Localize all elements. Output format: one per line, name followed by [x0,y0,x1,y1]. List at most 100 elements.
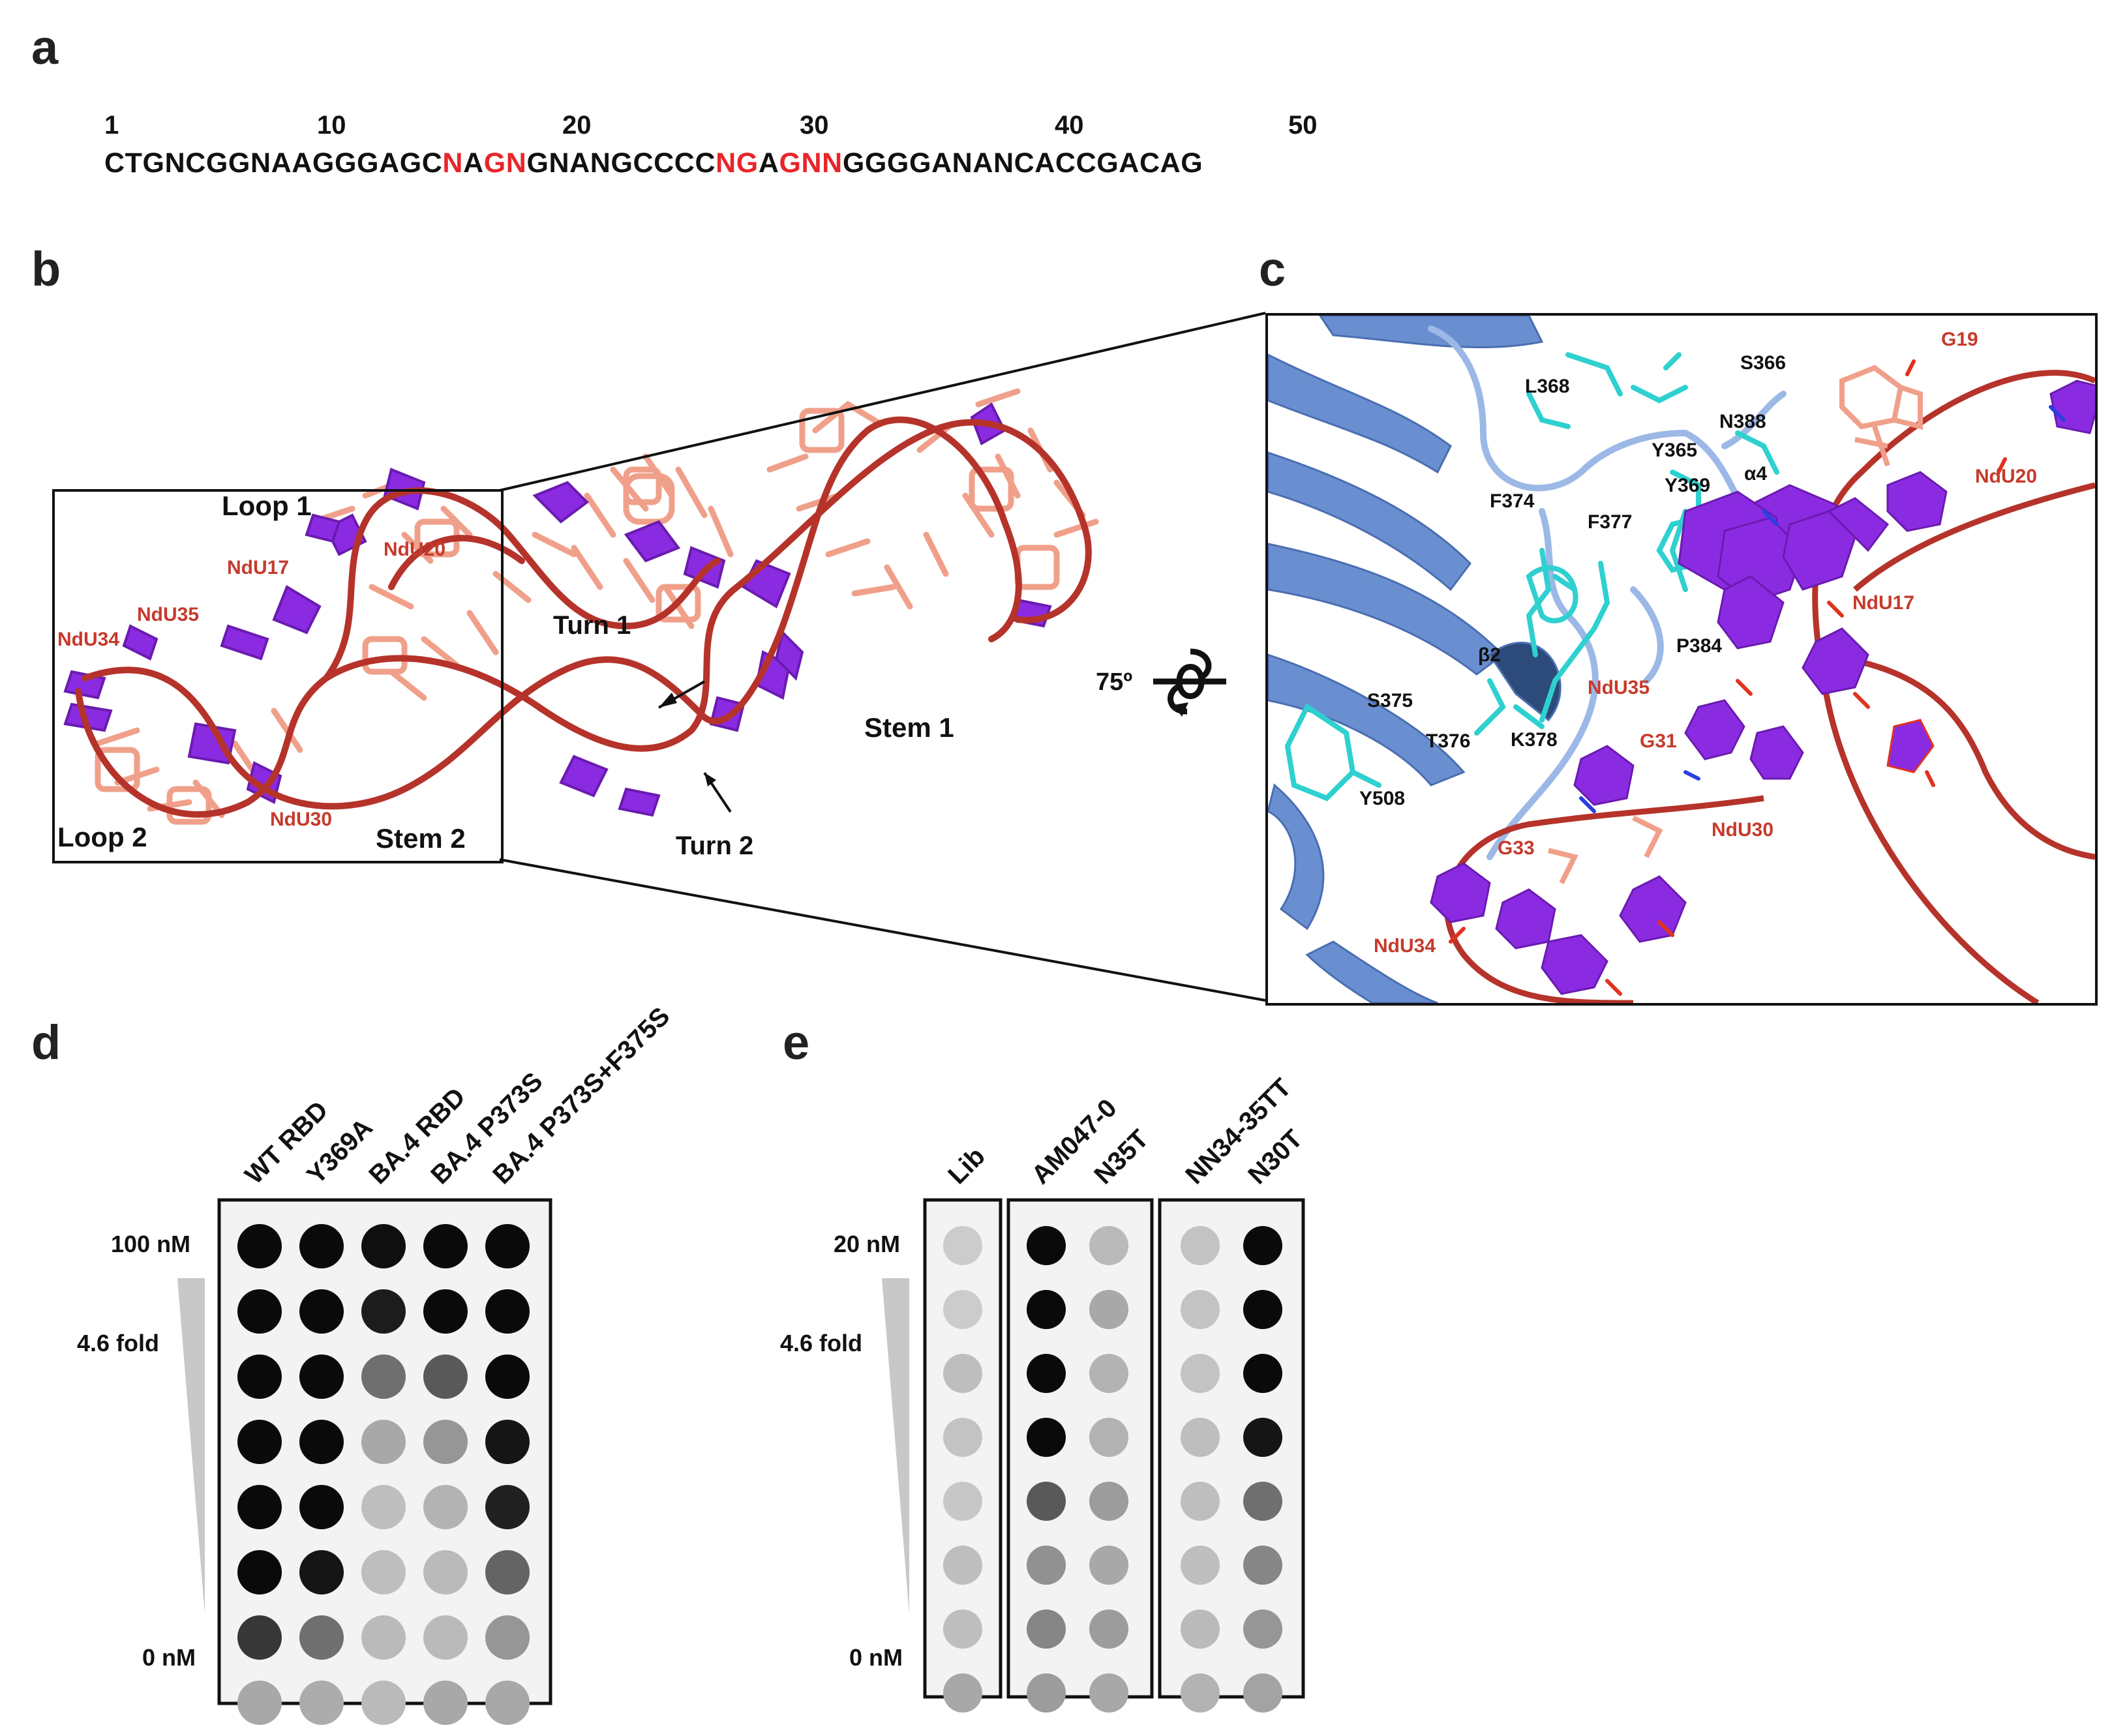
d-dot-r5-c5 [485,1485,530,1529]
panel-b-labels: Loop 1 Loop 2 Stem 2 Stem 1 Turn 1 Turn … [57,490,954,860]
e-bottom-concentration: 0 nM [849,1644,903,1671]
seq-segment-variable: NG [716,147,759,179]
protein-loops [1428,325,1787,860]
e-dot-r2-c5 [1243,1290,1282,1329]
d-dot-r8-c4 [423,1681,468,1725]
residue-s366: S366 [1740,352,1786,374]
e-dot-r1-c2 [1027,1226,1066,1265]
d-dot-r1-c1 [237,1224,282,1268]
strand-b2: β2 [1478,644,1501,666]
e-dot-r5-c1 [943,1482,982,1521]
nucleotide-ndu34: NdU34 [1374,935,1436,957]
d-dot-r6-c3 [361,1550,406,1594]
residue-y508: Y508 [1359,788,1405,809]
e-dot-r5-c4 [1181,1482,1220,1521]
seq-position-50: 50 [1288,111,1318,140]
d-dot-r4-c2 [299,1420,344,1464]
d-dot-r8-c5 [485,1681,530,1725]
e-dot-r8-c3 [1089,1673,1128,1713]
d-gradient-wedge [177,1278,205,1614]
e-dot-r4-c2 [1027,1418,1066,1457]
residue-p384: P384 [1676,635,1722,657]
e-dot-r3-c2 [1027,1354,1066,1393]
aptamer-sequence: CTGNCGGNAAGGGAGCNAGNGNANGCCCCNGAGNNGGGGA… [104,147,1203,179]
rotation-label: 75º [1096,668,1133,696]
e-dot-r6-c1 [943,1546,982,1585]
nucleotide-ndu20: NdU20 [1975,466,2037,487]
d-dot-r7-c5 [485,1615,530,1660]
seq-position-10: 10 [317,111,346,140]
panel-a-letter: a [31,20,59,74]
d-dot-r7-c3 [361,1615,406,1660]
d-dot-r5-c3 [361,1485,406,1529]
d-dot-r8-c3 [361,1681,406,1725]
e-dot-r5-c5 [1243,1482,1282,1521]
d-dot-r6-c5 [485,1550,530,1594]
closeup-structure: L368 S366 Y365 N388 Y369 α4 F374 F377 β2… [1268,316,2095,1003]
d-dot-r2-c3 [361,1289,406,1334]
e-dot-r2-c4 [1181,1290,1220,1329]
e-dot-r5-c3 [1089,1482,1128,1521]
d-dots [237,1224,530,1725]
panel-c-letter: c [1259,242,1286,296]
d-dot-r5-c4 [423,1485,468,1529]
closeup-labels: L368 S366 Y365 N388 Y369 α4 F374 F377 β2… [1359,329,2037,957]
e-dot-r7-c5 [1243,1609,1282,1649]
d-dot-r7-c4 [423,1615,468,1660]
residue-s375: S375 [1367,690,1413,711]
d-dot-r8-c2 [299,1681,344,1725]
e-dot-r1-c4 [1181,1226,1220,1265]
ndu30-label: NdU30 [270,809,332,830]
d-dot-r4-c1 [237,1420,282,1464]
residue-k378: K378 [1511,729,1558,751]
d-dot-r6-c2 [299,1550,344,1594]
d-dot-r1-c5 [485,1224,530,1268]
d-dot-r4-c5 [485,1420,530,1464]
d-dot-r5-c1 [237,1485,282,1529]
seq-segment-variable: N [442,147,464,179]
d-bottom-concentration: 0 nM [142,1644,196,1671]
e-dot-r8-c4 [1181,1673,1220,1713]
e-gradient-wedge [882,1278,909,1614]
seq-segment: A [463,147,484,179]
turn1-label: Turn 1 [553,611,631,640]
d-dot-r3-c2 [299,1354,344,1399]
seq-segment: GGGGANANCACCGACAG [842,147,1203,179]
residue-y365: Y365 [1652,440,1697,461]
d-dot-r3-c3 [361,1354,406,1399]
residue-l368: L368 [1525,376,1569,397]
seq-segment: A [758,147,779,179]
e-dot-r4-c5 [1243,1418,1282,1457]
atom-accents [1449,359,2066,996]
e-dot-r3-c3 [1089,1354,1128,1393]
e-dot-r2-c1 [943,1290,982,1329]
panel-d-letter: d [31,1015,61,1070]
d-dot-r6-c1 [237,1550,282,1594]
d-dot-r8-c1 [237,1681,282,1725]
e-dot-r7-c3 [1089,1609,1128,1649]
nucleotide-ndu30: NdU30 [1712,819,1773,841]
rna-3d-structure [63,388,1099,825]
seq-position-40: 40 [1055,111,1084,140]
e-dot-r6-c4 [1181,1546,1220,1585]
closeup-modified-nucleotides [1430,380,2095,995]
e-dot-r8-c5 [1243,1673,1282,1713]
d-dot-r3-c4 [423,1354,468,1399]
rotation-icon [1153,648,1226,717]
e-dot-r4-c4 [1181,1418,1220,1457]
e-dot-r3-c1 [943,1354,982,1393]
ndu17-label: NdU17 [227,557,289,578]
d-dot-r7-c2 [299,1615,344,1660]
d-dot-r5-c2 [299,1485,344,1529]
e-dot-r7-c1 [943,1609,982,1649]
e-dot-r1-c5 [1243,1226,1282,1265]
helix-a4: α4 [1744,463,1767,485]
e-dot-r5-c2 [1027,1482,1066,1521]
residue-t376: T376 [1426,730,1470,752]
e-dot-r2-c3 [1089,1290,1128,1329]
stem1-label: Stem 1 [864,712,954,743]
panel-b-letter: b [31,242,61,296]
